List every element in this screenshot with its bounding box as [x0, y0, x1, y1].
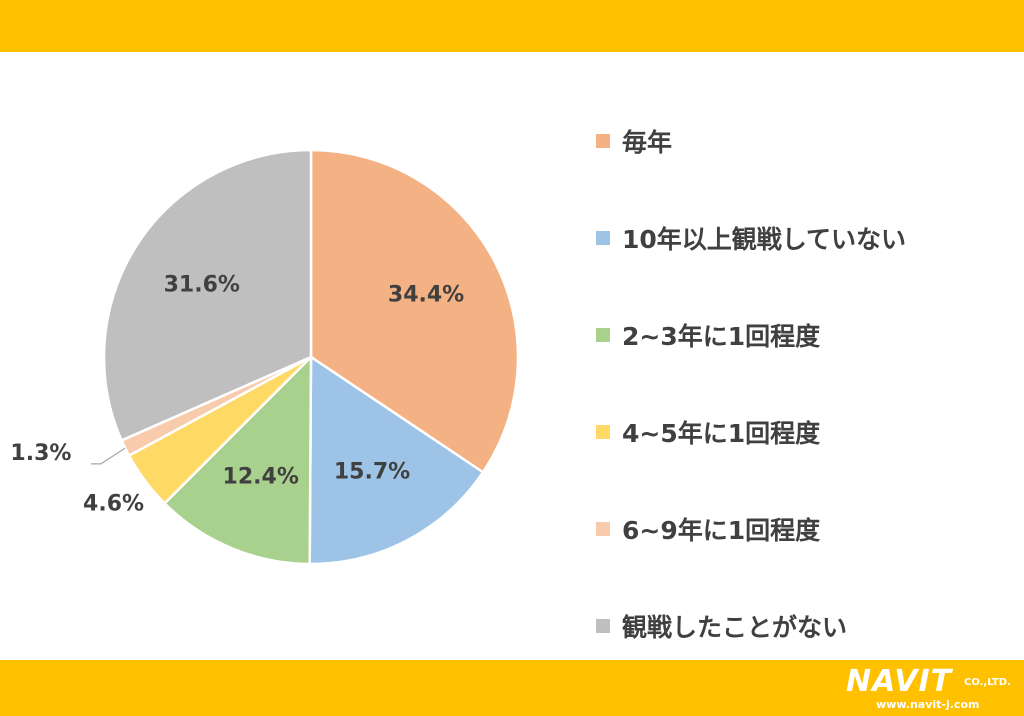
legend-swatch [596, 618, 610, 633]
legend-swatch [596, 133, 610, 148]
legend-swatch [596, 521, 610, 536]
legend-label: 毎年 [622, 127, 673, 157]
logo-wordmark: NAVIT [846, 664, 953, 699]
logo-suffix: CO.,LTD. [964, 677, 1011, 688]
legend-item: 観戦したことがない [596, 577, 906, 674]
legend-swatch [596, 424, 610, 439]
data-label: 31.6% [164, 273, 240, 298]
logo-url: www.navit-j.com [876, 698, 980, 711]
data-label: 34.4% [388, 283, 464, 308]
legend-item: 6~9年に1回程度 [596, 480, 906, 577]
data-label: 15.7% [334, 459, 410, 484]
data-label: 12.4% [223, 464, 299, 489]
legend-label: 4~5年に1回程度 [622, 418, 821, 448]
legend-label: 10年以上観戦していない [622, 224, 907, 254]
legend-item: 10年以上観戦していない [596, 189, 906, 286]
bottom-banner [0, 660, 1024, 716]
company-logo: NAVIT CO.,LTD. www.navit-j.com [846, 664, 1016, 712]
legend-label: 2~3年に1回程度 [622, 321, 821, 351]
pie-slice [162, 353, 313, 566]
legend-label: 6~9年に1回程度 [622, 515, 821, 545]
top-banner [0, 0, 1024, 52]
legend-label: 観戦したことがない [622, 612, 848, 642]
legend-item: 4~5年に1回程度 [596, 383, 906, 480]
leader-line [90, 447, 126, 465]
pie-slice [308, 354, 485, 566]
legend-swatch [596, 230, 610, 245]
legend-swatch [596, 327, 610, 342]
data-label: 4.6% [83, 491, 144, 516]
data-label: 1.3% [10, 441, 71, 466]
legend-item: 毎年 [596, 92, 906, 189]
pie-slice [102, 148, 313, 443]
chart-legend: 毎年 10年以上観戦していない 2~3年に1回程度 4~5年に1回程度 6~9年… [596, 92, 906, 674]
legend-item: 2~3年に1回程度 [596, 286, 906, 383]
pie-slice [309, 148, 520, 475]
